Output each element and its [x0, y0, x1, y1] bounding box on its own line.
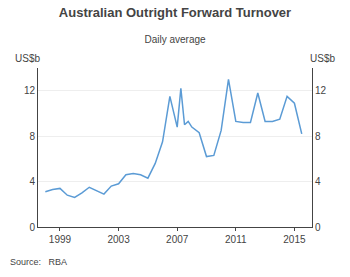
svg-text:Australian Outright Forward Tu: Australian Outright Forward Turnover [59, 5, 291, 20]
svg-text:8: 8 [29, 131, 35, 142]
svg-text:4: 4 [29, 176, 35, 187]
svg-text:2011: 2011 [225, 234, 247, 245]
svg-text:12: 12 [24, 85, 36, 96]
svg-text:2015: 2015 [283, 234, 306, 245]
svg-text:12: 12 [315, 85, 327, 96]
svg-text:4: 4 [315, 176, 321, 187]
svg-text:Source: RBA: Source: RBA [10, 257, 67, 267]
svg-text:0: 0 [29, 222, 35, 233]
svg-text:Daily average: Daily average [144, 34, 206, 45]
svg-text:US$b: US$b [15, 53, 40, 64]
svg-text:2003: 2003 [107, 234, 130, 245]
svg-text:1999: 1999 [49, 234, 72, 245]
svg-text:US$b: US$b [310, 53, 335, 64]
svg-text:0: 0 [315, 222, 321, 233]
svg-text:8: 8 [315, 131, 321, 142]
svg-text:2007: 2007 [166, 234, 189, 245]
